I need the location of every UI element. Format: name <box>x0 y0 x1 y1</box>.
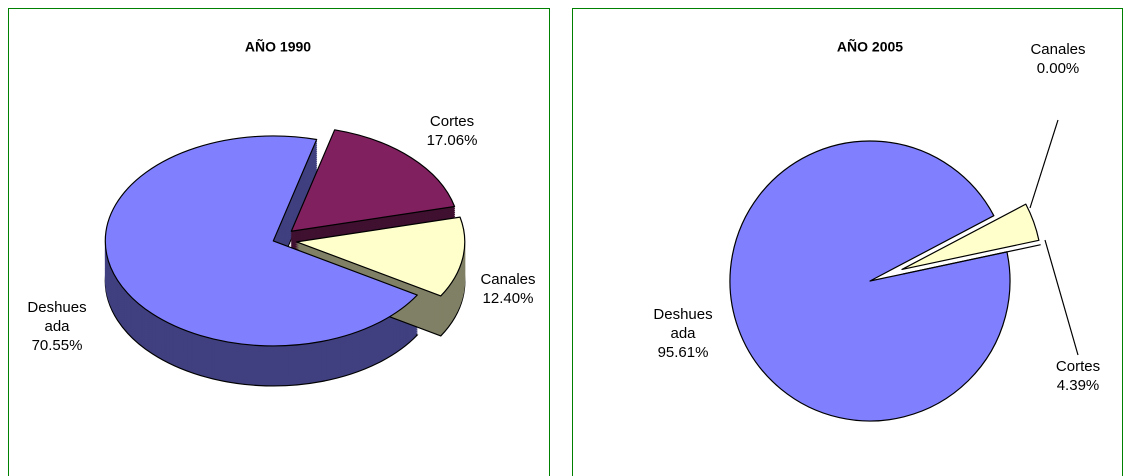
chart-title: AÑO 2005 <box>837 38 903 55</box>
slice <box>290 129 456 232</box>
leader-line <box>1029 119 1059 209</box>
value-label: 12.40% <box>482 290 534 307</box>
value-label: 0.00% <box>1036 60 1080 77</box>
category-label: Cortes <box>429 113 475 130</box>
slice <box>296 216 466 297</box>
data-label: Cortes 17.06% <box>427 112 478 150</box>
category-label: Cortes <box>1055 358 1101 375</box>
chart-title: AÑO 1990 <box>245 38 311 55</box>
value-label: 17.06% <box>426 132 478 149</box>
data-label: Deshuesada 70.55% <box>25 298 89 355</box>
data-label: Cortes 4.39% <box>1056 357 1100 395</box>
leader-line <box>1044 239 1079 356</box>
category-label: Canales <box>1030 41 1086 58</box>
slice <box>901 203 1040 271</box>
data-label: Canales 12.40% <box>480 270 535 308</box>
data-label: Deshuesada 95.61% <box>651 305 715 362</box>
slice <box>902 244 1041 275</box>
data-label: Canales 0.00% <box>1030 40 1085 78</box>
category-label: Deshuesada <box>27 299 87 335</box>
category-label: Canales <box>480 271 536 288</box>
category-label: Deshuesada <box>653 306 713 342</box>
value-label: 4.39% <box>1056 377 1100 394</box>
slice <box>104 135 418 347</box>
value-label: 95.61% <box>657 344 709 361</box>
value-label: 70.55% <box>31 337 83 354</box>
slice <box>729 140 1011 422</box>
